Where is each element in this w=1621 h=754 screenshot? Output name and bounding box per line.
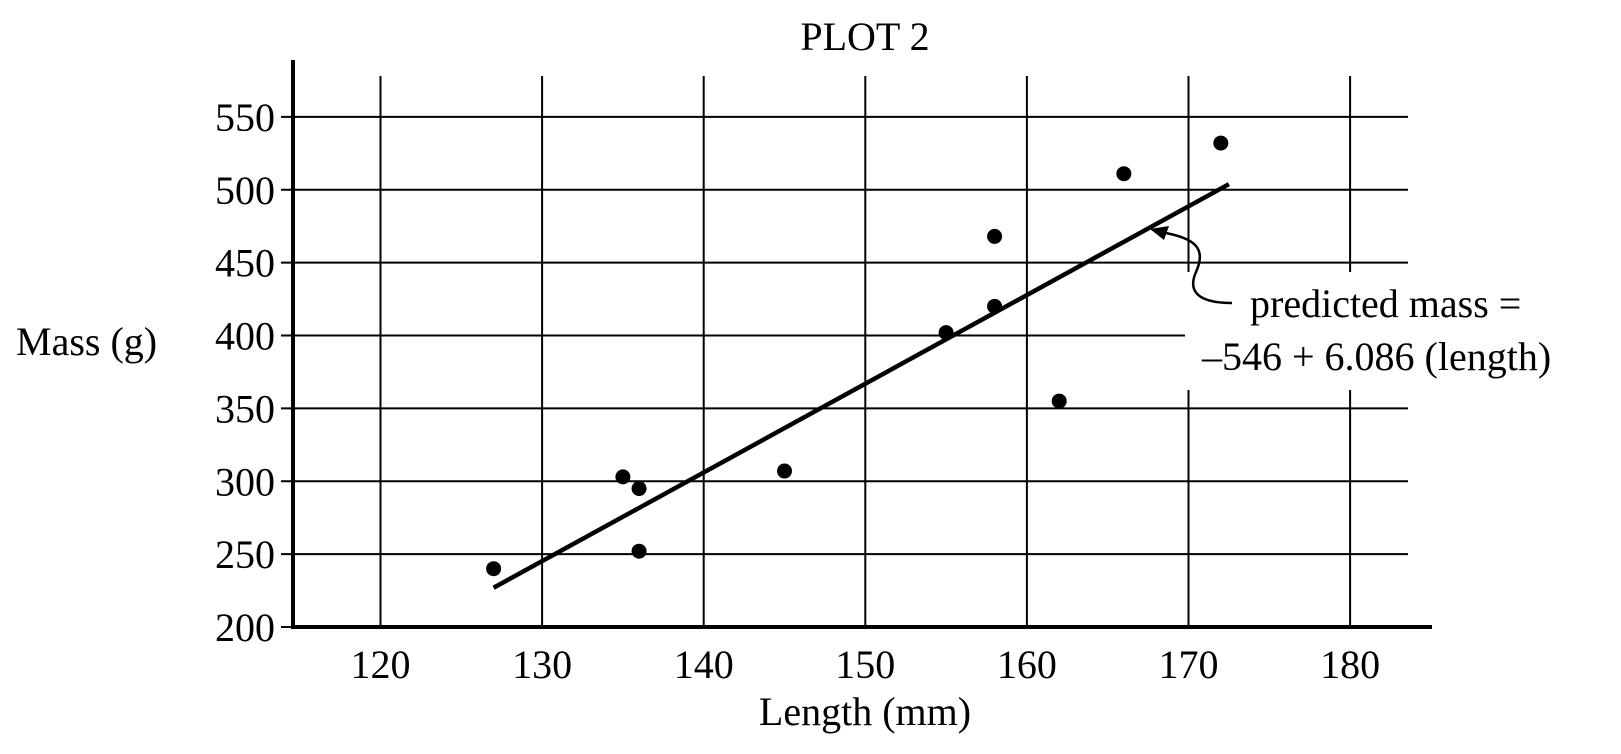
data-point-5 [777, 463, 792, 479]
x-axis-label: Length (mm) [759, 689, 971, 734]
data-point-4 [631, 543, 647, 559]
equation-label-line-1: predicted mass = [1250, 281, 1521, 326]
y-tick-label-400: 400 [215, 314, 275, 359]
y-tick-label-550: 550 [215, 95, 275, 140]
data-point-8 [987, 298, 1003, 314]
x-tick-label-180: 180 [1320, 642, 1380, 687]
x-tick-labels: 120 130 140 150 160 170 180 [351, 642, 1381, 687]
data-point-9 [1051, 393, 1067, 409]
equation-label-background [1185, 272, 1613, 390]
equation-label-line-2: –546 + 6.086 (length) [1201, 334, 1551, 379]
y-tick-label-450: 450 [215, 241, 275, 286]
x-tick-label-130: 130 [512, 642, 572, 687]
y-tick-label-250: 250 [215, 532, 275, 577]
equation-arrow [1159, 230, 1233, 305]
y-tick-label-200: 200 [215, 605, 275, 650]
x-tick-label-120: 120 [351, 642, 411, 687]
x-tick-label-170: 170 [1159, 642, 1219, 687]
y-tick-label-500: 500 [215, 168, 275, 213]
y-tick-label-300: 300 [215, 459, 275, 504]
equation-arrowhead [1150, 226, 1169, 240]
data-point-11 [1213, 135, 1229, 151]
data-point-7 [987, 228, 1003, 244]
y-tick-label-350: 350 [215, 386, 275, 431]
data-point-3 [631, 481, 647, 497]
y-tick-labels: 200 250 300 350 400 450 500 550 [215, 95, 275, 650]
x-tick-label-150: 150 [835, 642, 895, 687]
data-point-6 [938, 325, 954, 341]
chart-title: PLOT 2 [800, 14, 929, 59]
x-tick-label-140: 140 [674, 642, 734, 687]
x-tick-label-160: 160 [997, 642, 1057, 687]
data-point-2 [615, 469, 631, 485]
regression-line [492, 182, 1230, 590]
y-axis-label: Mass (g) [16, 319, 157, 364]
data-point-1 [486, 561, 502, 577]
data-point-10 [1116, 166, 1132, 182]
data-points [486, 135, 1229, 577]
